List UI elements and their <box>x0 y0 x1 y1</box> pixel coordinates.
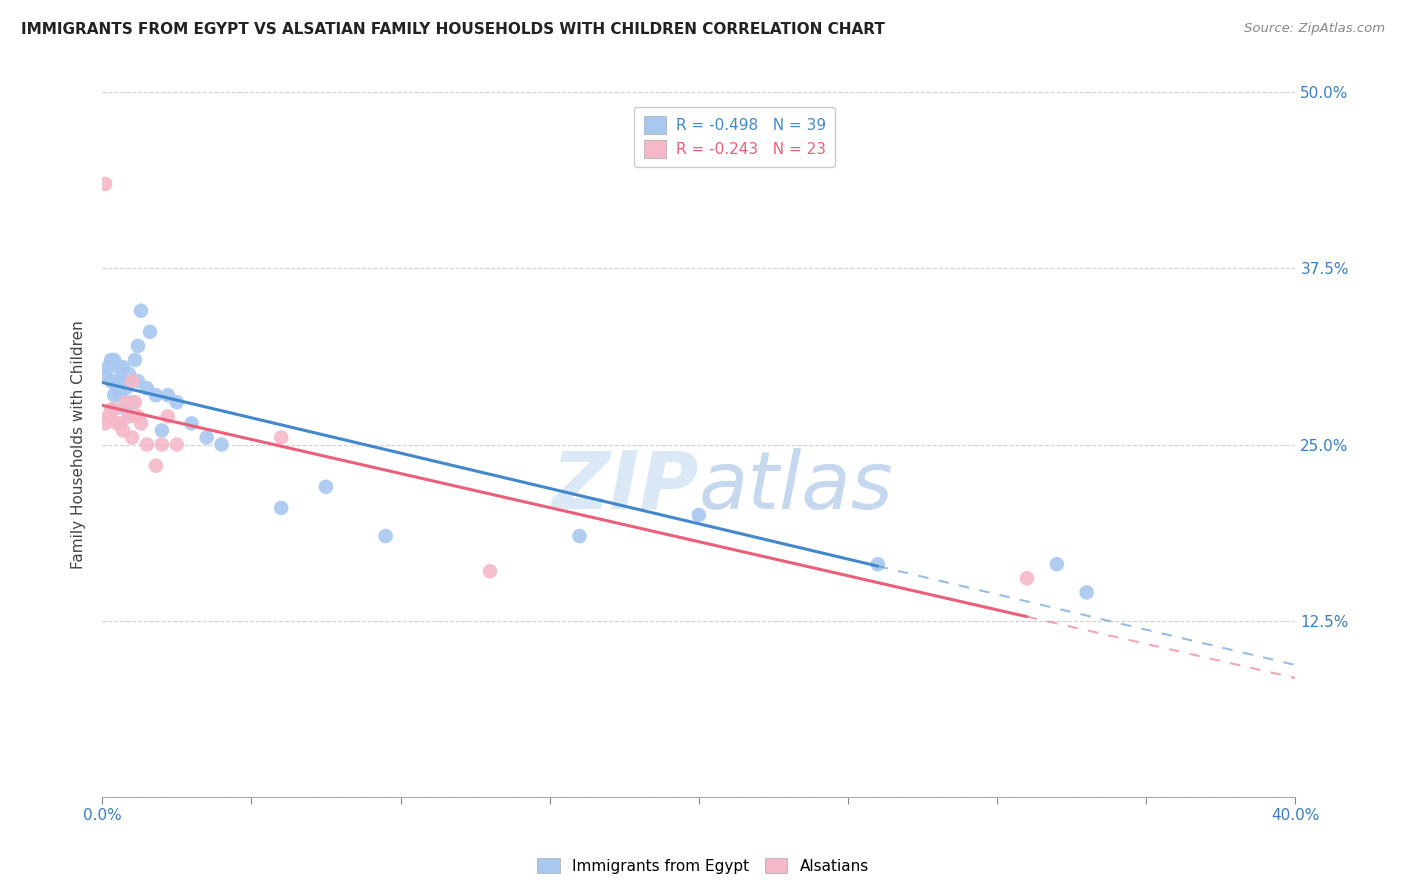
Point <box>108 417 131 431</box>
Point <box>105 381 128 395</box>
Point <box>112 374 135 388</box>
Point <box>100 353 122 368</box>
Point <box>108 374 131 388</box>
Point <box>94 417 117 431</box>
Point <box>145 388 167 402</box>
Point <box>118 367 141 381</box>
Point <box>180 417 202 431</box>
Legend: R = -0.498   N = 39, R = -0.243   N = 23: R = -0.498 N = 39, R = -0.243 N = 23 <box>634 107 835 167</box>
Point <box>100 402 122 417</box>
Point <box>103 402 125 417</box>
Point <box>121 374 143 388</box>
Point <box>118 409 141 424</box>
Point <box>315 480 337 494</box>
Point <box>100 374 122 388</box>
Point <box>103 353 125 368</box>
Point <box>156 409 179 424</box>
Point <box>211 437 233 451</box>
Text: ZIP: ZIP <box>551 448 699 525</box>
Text: atlas: atlas <box>699 448 894 525</box>
Text: IMMIGRANTS FROM EGYPT VS ALSATIAN FAMILY HOUSEHOLDS WITH CHILDREN CORRELATION CH: IMMIGRANTS FROM EGYPT VS ALSATIAN FAMILY… <box>21 22 884 37</box>
Point <box>866 558 889 572</box>
Point <box>103 388 125 402</box>
Point <box>105 374 128 388</box>
Point <box>115 402 138 417</box>
Point <box>118 409 141 424</box>
Point <box>129 417 152 431</box>
Point <box>115 381 138 395</box>
Point <box>94 367 117 381</box>
Point <box>568 529 591 543</box>
Legend: Immigrants from Egypt, Alsatians: Immigrants from Egypt, Alsatians <box>531 852 875 880</box>
Point <box>1015 571 1038 585</box>
Point <box>156 388 179 402</box>
Point <box>127 374 149 388</box>
Point <box>115 395 138 409</box>
Point <box>145 458 167 473</box>
Y-axis label: Family Households with Children: Family Households with Children <box>72 320 86 569</box>
Point <box>127 409 149 424</box>
Point <box>124 353 146 368</box>
Point <box>105 417 128 431</box>
Point <box>124 395 146 409</box>
Point <box>688 508 710 522</box>
Point <box>150 424 173 438</box>
Point <box>97 359 120 374</box>
Text: Source: ZipAtlas.com: Source: ZipAtlas.com <box>1244 22 1385 36</box>
Point <box>139 325 162 339</box>
Point <box>97 409 120 424</box>
Point <box>270 430 292 444</box>
Point <box>150 437 173 451</box>
Point <box>94 177 117 191</box>
Point <box>1076 585 1098 599</box>
Point <box>136 437 159 451</box>
Point <box>121 395 143 409</box>
Point <box>374 529 396 543</box>
Point <box>127 339 149 353</box>
Point <box>479 564 502 578</box>
Point <box>105 359 128 374</box>
Point <box>270 500 292 515</box>
Point <box>166 395 188 409</box>
Point <box>1046 558 1069 572</box>
Point <box>108 388 131 402</box>
Point <box>121 430 143 444</box>
Point <box>136 381 159 395</box>
Point <box>112 359 135 374</box>
Point <box>129 303 152 318</box>
Point <box>112 424 135 438</box>
Point <box>195 430 218 444</box>
Point <box>166 437 188 451</box>
